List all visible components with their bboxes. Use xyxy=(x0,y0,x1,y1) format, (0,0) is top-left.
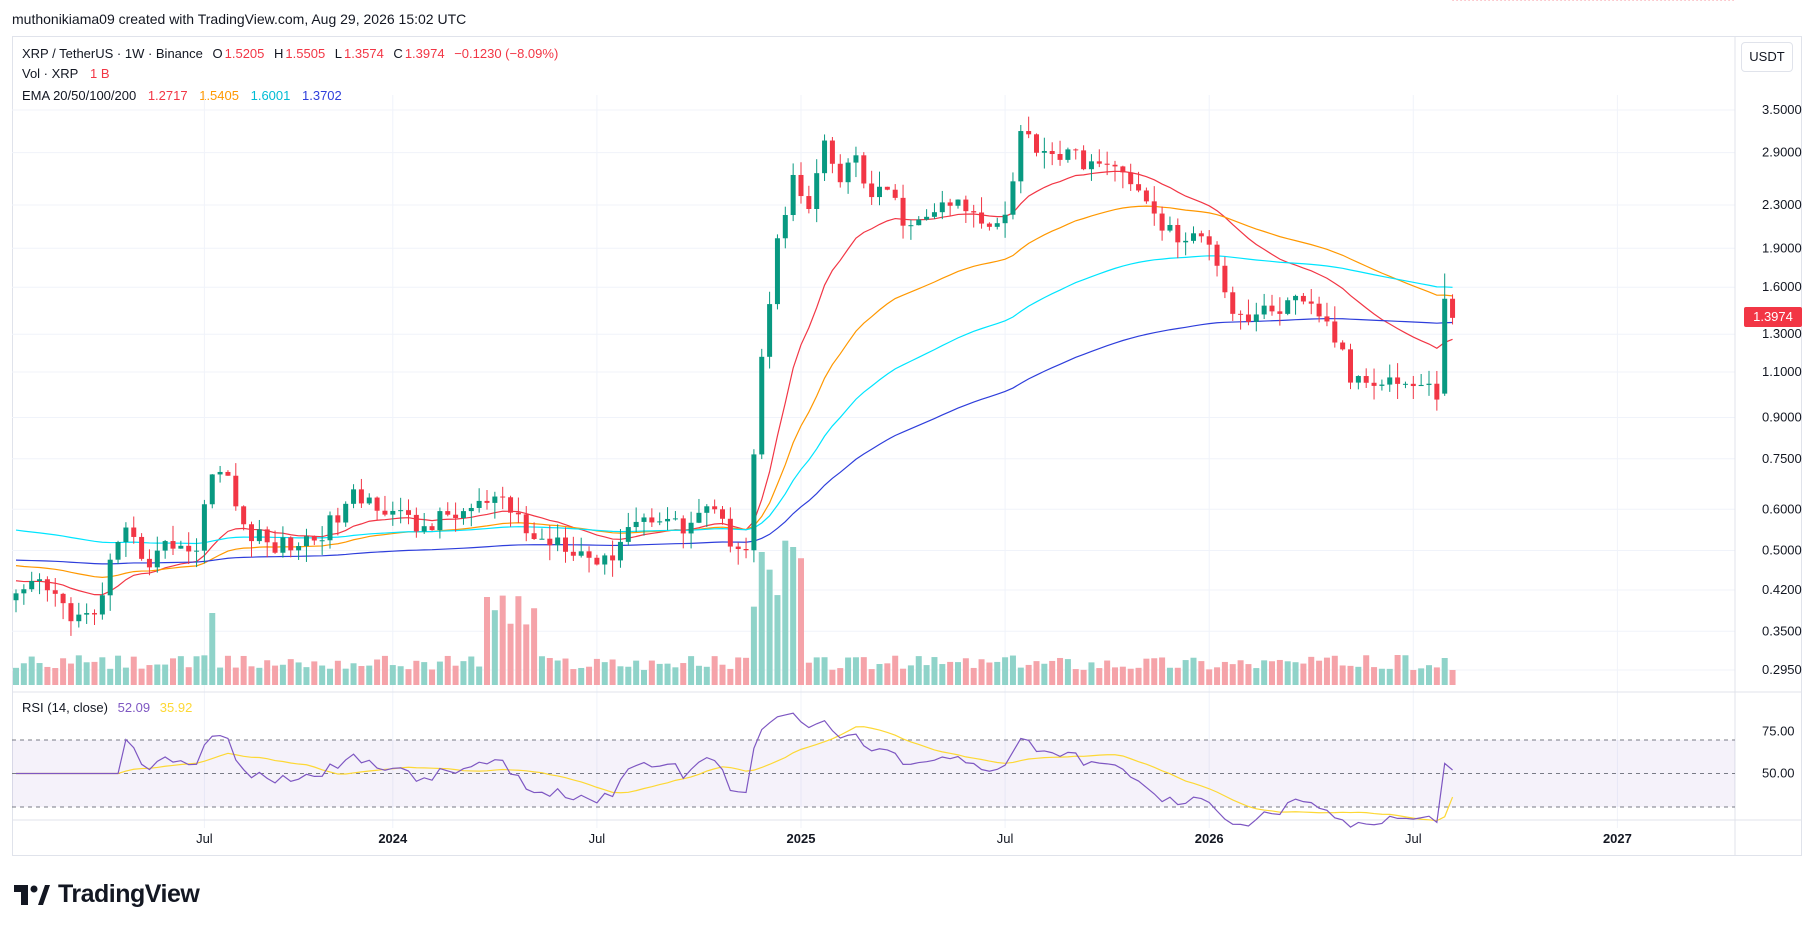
low-value: 1.3574 xyxy=(344,46,384,61)
logo-text: TradingView xyxy=(58,880,200,908)
ema100-value: 1.6001 xyxy=(250,88,291,103)
low-label: L xyxy=(334,46,343,61)
symbol-name[interactable]: XRP / TetherUS · 1W · Binance xyxy=(22,46,203,61)
ema200-value: 1.3702 xyxy=(302,88,342,103)
open-value: 1.5205 xyxy=(224,46,265,61)
rsi-label[interactable]: RSI (14, close) xyxy=(22,700,108,715)
ema50-value: 1.5405 xyxy=(199,88,239,103)
last-price-tag: 1.3974 xyxy=(1744,307,1802,327)
high-value: 1.5505 xyxy=(285,46,326,61)
rsi-ma-value: 35.92 xyxy=(159,700,193,715)
close-value: 1.3974 xyxy=(404,46,445,61)
tradingview-logo[interactable]: TradingView xyxy=(14,880,200,909)
ema20-value: 1.2717 xyxy=(147,88,188,103)
close-label: C xyxy=(393,46,403,61)
change-value: −0.1230 (−8.09%) xyxy=(454,46,559,61)
high-label: H xyxy=(274,46,284,61)
attribution: muthonikiama09 created with TradingView.… xyxy=(12,11,467,27)
currency-button[interactable]: USDT xyxy=(1741,42,1793,72)
ema-label[interactable]: EMA 20/50/100/200 xyxy=(22,88,137,103)
volume-legend: Vol · XRP 1 B xyxy=(22,66,112,81)
open-label: O xyxy=(212,46,223,61)
chart-frame[interactable] xyxy=(12,36,1802,856)
volume-value: 1 B xyxy=(89,66,110,81)
ema-legend: EMA 20/50/100/200 1.2717 1.5405 1.6001 1… xyxy=(22,88,344,103)
volume-label[interactable]: Vol · XRP xyxy=(22,66,79,81)
rsi-legend: RSI (14, close) 52.09 35.92 xyxy=(22,700,192,715)
rsi-value: 52.09 xyxy=(117,700,151,715)
tradingview-logo-icon xyxy=(14,884,50,905)
